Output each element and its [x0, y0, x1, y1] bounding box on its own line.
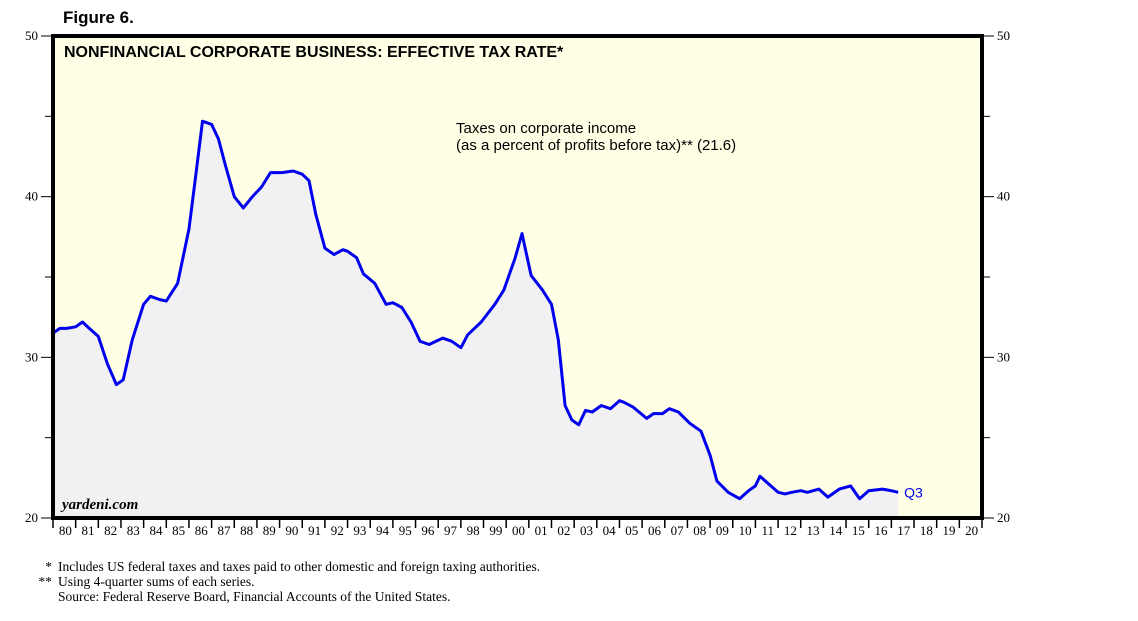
- x-tick-label: 92: [331, 523, 344, 538]
- y-tick-label-right: 40: [997, 189, 1010, 204]
- x-tick-label: 05: [625, 523, 638, 538]
- x-tick-label: 96: [421, 523, 435, 538]
- x-axis: 80 81 82 83 84 85 86 87 88 89 90 91 92 93 94 95 96 97 98 99…: [52, 518, 983, 538]
- source-note: Source: Federal Reserve Board, Financial…: [30, 589, 451, 604]
- x-tick-label: 98: [467, 523, 480, 538]
- x-tick-label: 16: [875, 523, 889, 538]
- x-tick-label: 02: [557, 523, 570, 538]
- x-tick-label: 20: [965, 523, 978, 538]
- x-tick-label: 11: [761, 523, 774, 538]
- x-tick-label: 93: [353, 523, 366, 538]
- x-tick-label: 86: [195, 523, 209, 538]
- x-tick-label: 00: [512, 523, 525, 538]
- watermark: yardeni.com: [60, 497, 138, 513]
- series-label-line1: Taxes on corporate income: [456, 120, 636, 137]
- x-tick-label: 17: [897, 523, 911, 538]
- series-line: [52, 119, 899, 501]
- x-tick-label: 03: [580, 523, 593, 538]
- x-tick-label: 08: [693, 523, 706, 538]
- x-tick-label: 13: [807, 523, 820, 538]
- y-tick-label-right: 30: [997, 349, 1010, 364]
- x-tick-label: 07: [671, 523, 685, 538]
- x-tick-label: 09: [716, 523, 729, 538]
- x-tick-label: 88: [240, 523, 253, 538]
- source-note-text: Source: Federal Reserve Board, Financial…: [58, 589, 451, 604]
- x-tick-label: 83: [127, 523, 140, 538]
- x-tick-label: 90: [285, 523, 298, 538]
- figure-label: Figure 6.: [63, 8, 134, 27]
- x-tick-label: 99: [489, 523, 502, 538]
- footnote-2-mark: **: [38, 574, 53, 589]
- x-tick-label: 84: [149, 523, 163, 538]
- x-tick-label: 94: [376, 523, 390, 538]
- x-tick-label: 87: [217, 523, 231, 538]
- x-tick-label: 18: [920, 523, 933, 538]
- y-tick-label-right: 50: [997, 28, 1010, 43]
- x-tick-label: 95: [399, 523, 412, 538]
- y-axis-left: 50 40 30 20: [25, 28, 53, 525]
- footnote-1-mark: *: [45, 559, 52, 574]
- footnote-2: ** Using 4-quarter sums of each series.: [30, 574, 255, 589]
- x-tick-label: 15: [852, 523, 865, 538]
- series-area: [53, 121, 899, 518]
- x-tick-label: 12: [784, 523, 797, 538]
- footnote-2-text: Using 4-quarter sums of each series.: [58, 574, 255, 589]
- footnote-1-text: Includes US federal taxes and taxes paid…: [58, 559, 541, 574]
- footnote-1: * Includes US federal taxes and taxes pai…: [30, 559, 540, 574]
- x-tick-label: 14: [829, 523, 843, 538]
- x-tick-label: 01: [535, 523, 548, 538]
- y-tick-label-left: 20: [25, 510, 38, 525]
- x-tick-label: 06: [648, 523, 662, 538]
- x-tick-label: 10: [739, 523, 752, 538]
- x-tick-label: 04: [603, 523, 617, 538]
- x-tick-label: 81: [81, 523, 94, 538]
- x-tick-label: 82: [104, 523, 117, 538]
- y-tick-label-right: 20: [997, 510, 1010, 525]
- x-tick-label: 91: [308, 523, 321, 538]
- x-tick-label: 80: [59, 523, 72, 538]
- x-tick-label: 97: [444, 523, 458, 538]
- y-tick-label-left: 50: [25, 28, 38, 43]
- chart-title: NONFINANCIAL CORPORATE BUSINESS: EFFECTI…: [64, 44, 564, 61]
- y-tick-label-left: 30: [25, 349, 38, 364]
- y-tick-label-left: 40: [25, 189, 38, 204]
- series-label-line2: (as a percent of profits before tax)** (…: [456, 137, 736, 154]
- y-axis-right: 50 40 30 20: [982, 28, 1010, 525]
- end-label: Q3: [904, 484, 923, 500]
- x-tick-label: 85: [172, 523, 185, 538]
- x-tick-label: 19: [943, 523, 956, 538]
- x-tick-label: 89: [263, 523, 276, 538]
